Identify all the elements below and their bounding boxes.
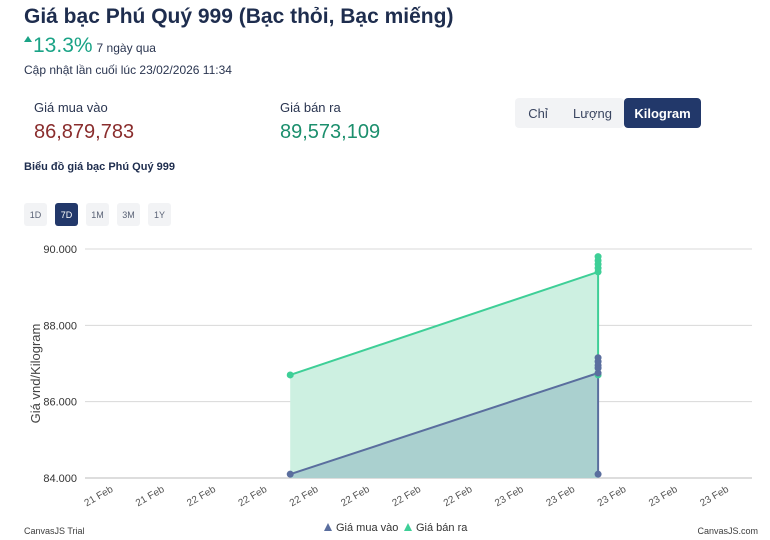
- x-tick-label: 23 Feb: [698, 484, 731, 509]
- legend-label-buy: Giá mua vào: [336, 522, 398, 534]
- x-tick-label: 23 Feb: [647, 484, 680, 509]
- canvasjs-trial-label: CanvasJS Trial: [24, 526, 85, 536]
- x-tick-label: 23 Feb: [596, 484, 629, 509]
- x-tick-label: 22 Feb: [185, 484, 218, 509]
- x-tick-label: 22 Feb: [288, 484, 321, 509]
- x-tick-label: 21 Feb: [134, 484, 167, 509]
- point-buy: [594, 354, 602, 362]
- x-tick-label: 21 Feb: [83, 484, 116, 509]
- buy-price-value: 86,879,783: [34, 121, 135, 143]
- x-tick-label: 22 Feb: [339, 484, 372, 509]
- point-buy: [594, 369, 602, 377]
- unit-chi-button[interactable]: Chỉ: [515, 98, 561, 128]
- legend-label-sell: Giá bán ra: [416, 522, 468, 534]
- unit-kilogram-button[interactable]: Kilogram: [624, 98, 701, 128]
- x-tick-label: 22 Feb: [237, 484, 270, 509]
- canvasjs-credit-link[interactable]: CanvasJS.com: [697, 526, 758, 536]
- y-tick-label: 86.000: [43, 397, 77, 409]
- range-1y-button[interactable]: 1Y: [148, 203, 171, 226]
- area-buy: [290, 357, 599, 478]
- y-tick-label: 84.000: [43, 473, 77, 485]
- unit-luong-button[interactable]: Lượng: [561, 98, 624, 128]
- point-buy: [286, 470, 294, 478]
- y-tick-label: 88.000: [43, 320, 77, 332]
- chart-caption: Biểu đồ giá bạc Phú Quý 999: [24, 161, 175, 173]
- last-updated: Cập nhật lần cuối lúc 23/02/2026 11:34: [24, 63, 232, 77]
- change-percent: 13.3%: [24, 34, 93, 58]
- y-tick-label: 90.000: [43, 244, 77, 256]
- range-3m-button[interactable]: 3M: [117, 203, 140, 226]
- page-title: Giá bạc Phú Quý 999 (Bạc thỏi, Bạc miếng…: [24, 5, 454, 28]
- x-tick-label: 23 Feb: [493, 484, 526, 509]
- arrow-up-icon: [24, 36, 32, 42]
- y-axis-title: Giá vnd/Kilogram: [28, 324, 43, 424]
- legend-marker-buy: [324, 523, 332, 531]
- sell-price-label: Giá bán ra: [280, 100, 341, 115]
- change-percent-value: 13.3%: [33, 34, 93, 57]
- unit-selector: Chỉ Lượng Kilogram: [515, 98, 701, 128]
- range-selector: 1D 7D 1M 3M 1Y: [24, 203, 179, 226]
- price-change: 13.3% 7 ngày qua: [24, 34, 156, 58]
- x-tick-label: 22 Feb: [442, 484, 475, 509]
- point-sell: [594, 253, 602, 261]
- point-sell: [286, 371, 294, 379]
- point-buy: [594, 470, 602, 478]
- change-period: 7 ngày qua: [96, 41, 156, 55]
- range-1m-button[interactable]: 1M: [86, 203, 109, 226]
- sell-price-value: 89,573,109: [280, 121, 381, 143]
- range-7d-button[interactable]: 7D: [55, 203, 78, 226]
- range-1d-button[interactable]: 1D: [24, 203, 47, 226]
- x-tick-label: 23 Feb: [544, 484, 577, 509]
- buy-price-label: Giá mua vào: [34, 100, 108, 115]
- legend-marker-sell: [404, 523, 412, 531]
- x-tick-label: 22 Feb: [391, 484, 424, 509]
